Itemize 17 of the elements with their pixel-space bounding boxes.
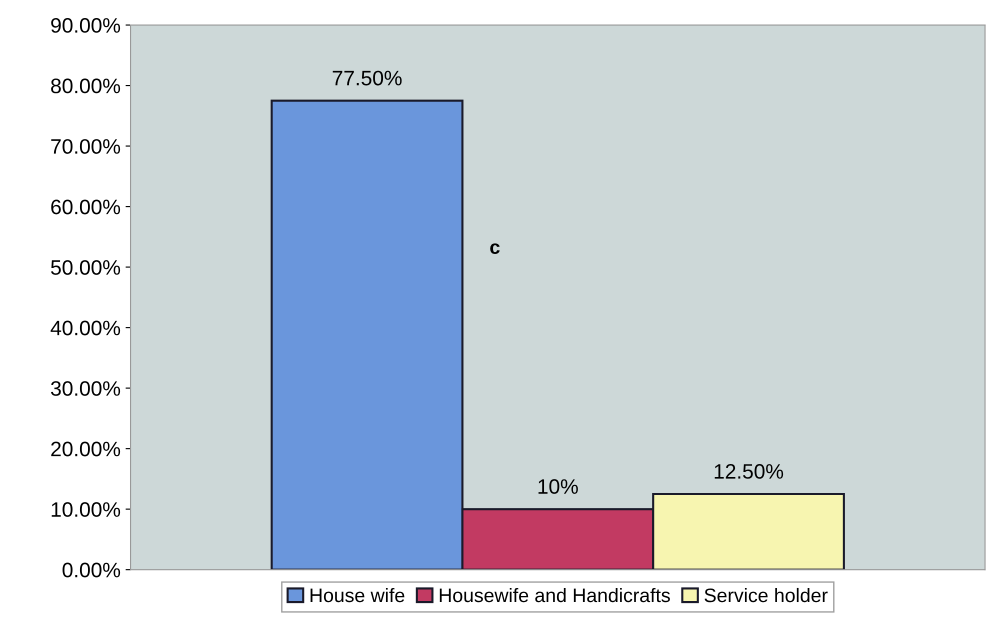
legend-label: Housewife and Handicrafts bbox=[440, 588, 670, 602]
data-label: 77.50% bbox=[332, 70, 402, 86]
annotation: c bbox=[490, 243, 500, 254]
data-label: 10% bbox=[538, 479, 578, 494]
y-tick-label: 50.00% bbox=[51, 260, 120, 275]
data-label: 12.50% bbox=[714, 464, 784, 479]
legend-label: Service holder bbox=[704, 588, 828, 602]
y-tick-label: 30.00% bbox=[50, 381, 120, 396]
y-tick-label: 80.00% bbox=[51, 78, 120, 94]
y-tick-label: 10.00% bbox=[52, 502, 120, 517]
y-tick-label: 60.00% bbox=[51, 200, 120, 214]
y-tick-label: 0.00% bbox=[62, 562, 120, 578]
y-tick-label: 20.00% bbox=[51, 442, 120, 456]
y-tick-label: 70.00% bbox=[51, 139, 120, 154]
y-tick-label: 90.00% bbox=[51, 18, 120, 33]
legend-label: House wife bbox=[310, 588, 404, 602]
y-tick-label: 40.00% bbox=[50, 320, 120, 336]
